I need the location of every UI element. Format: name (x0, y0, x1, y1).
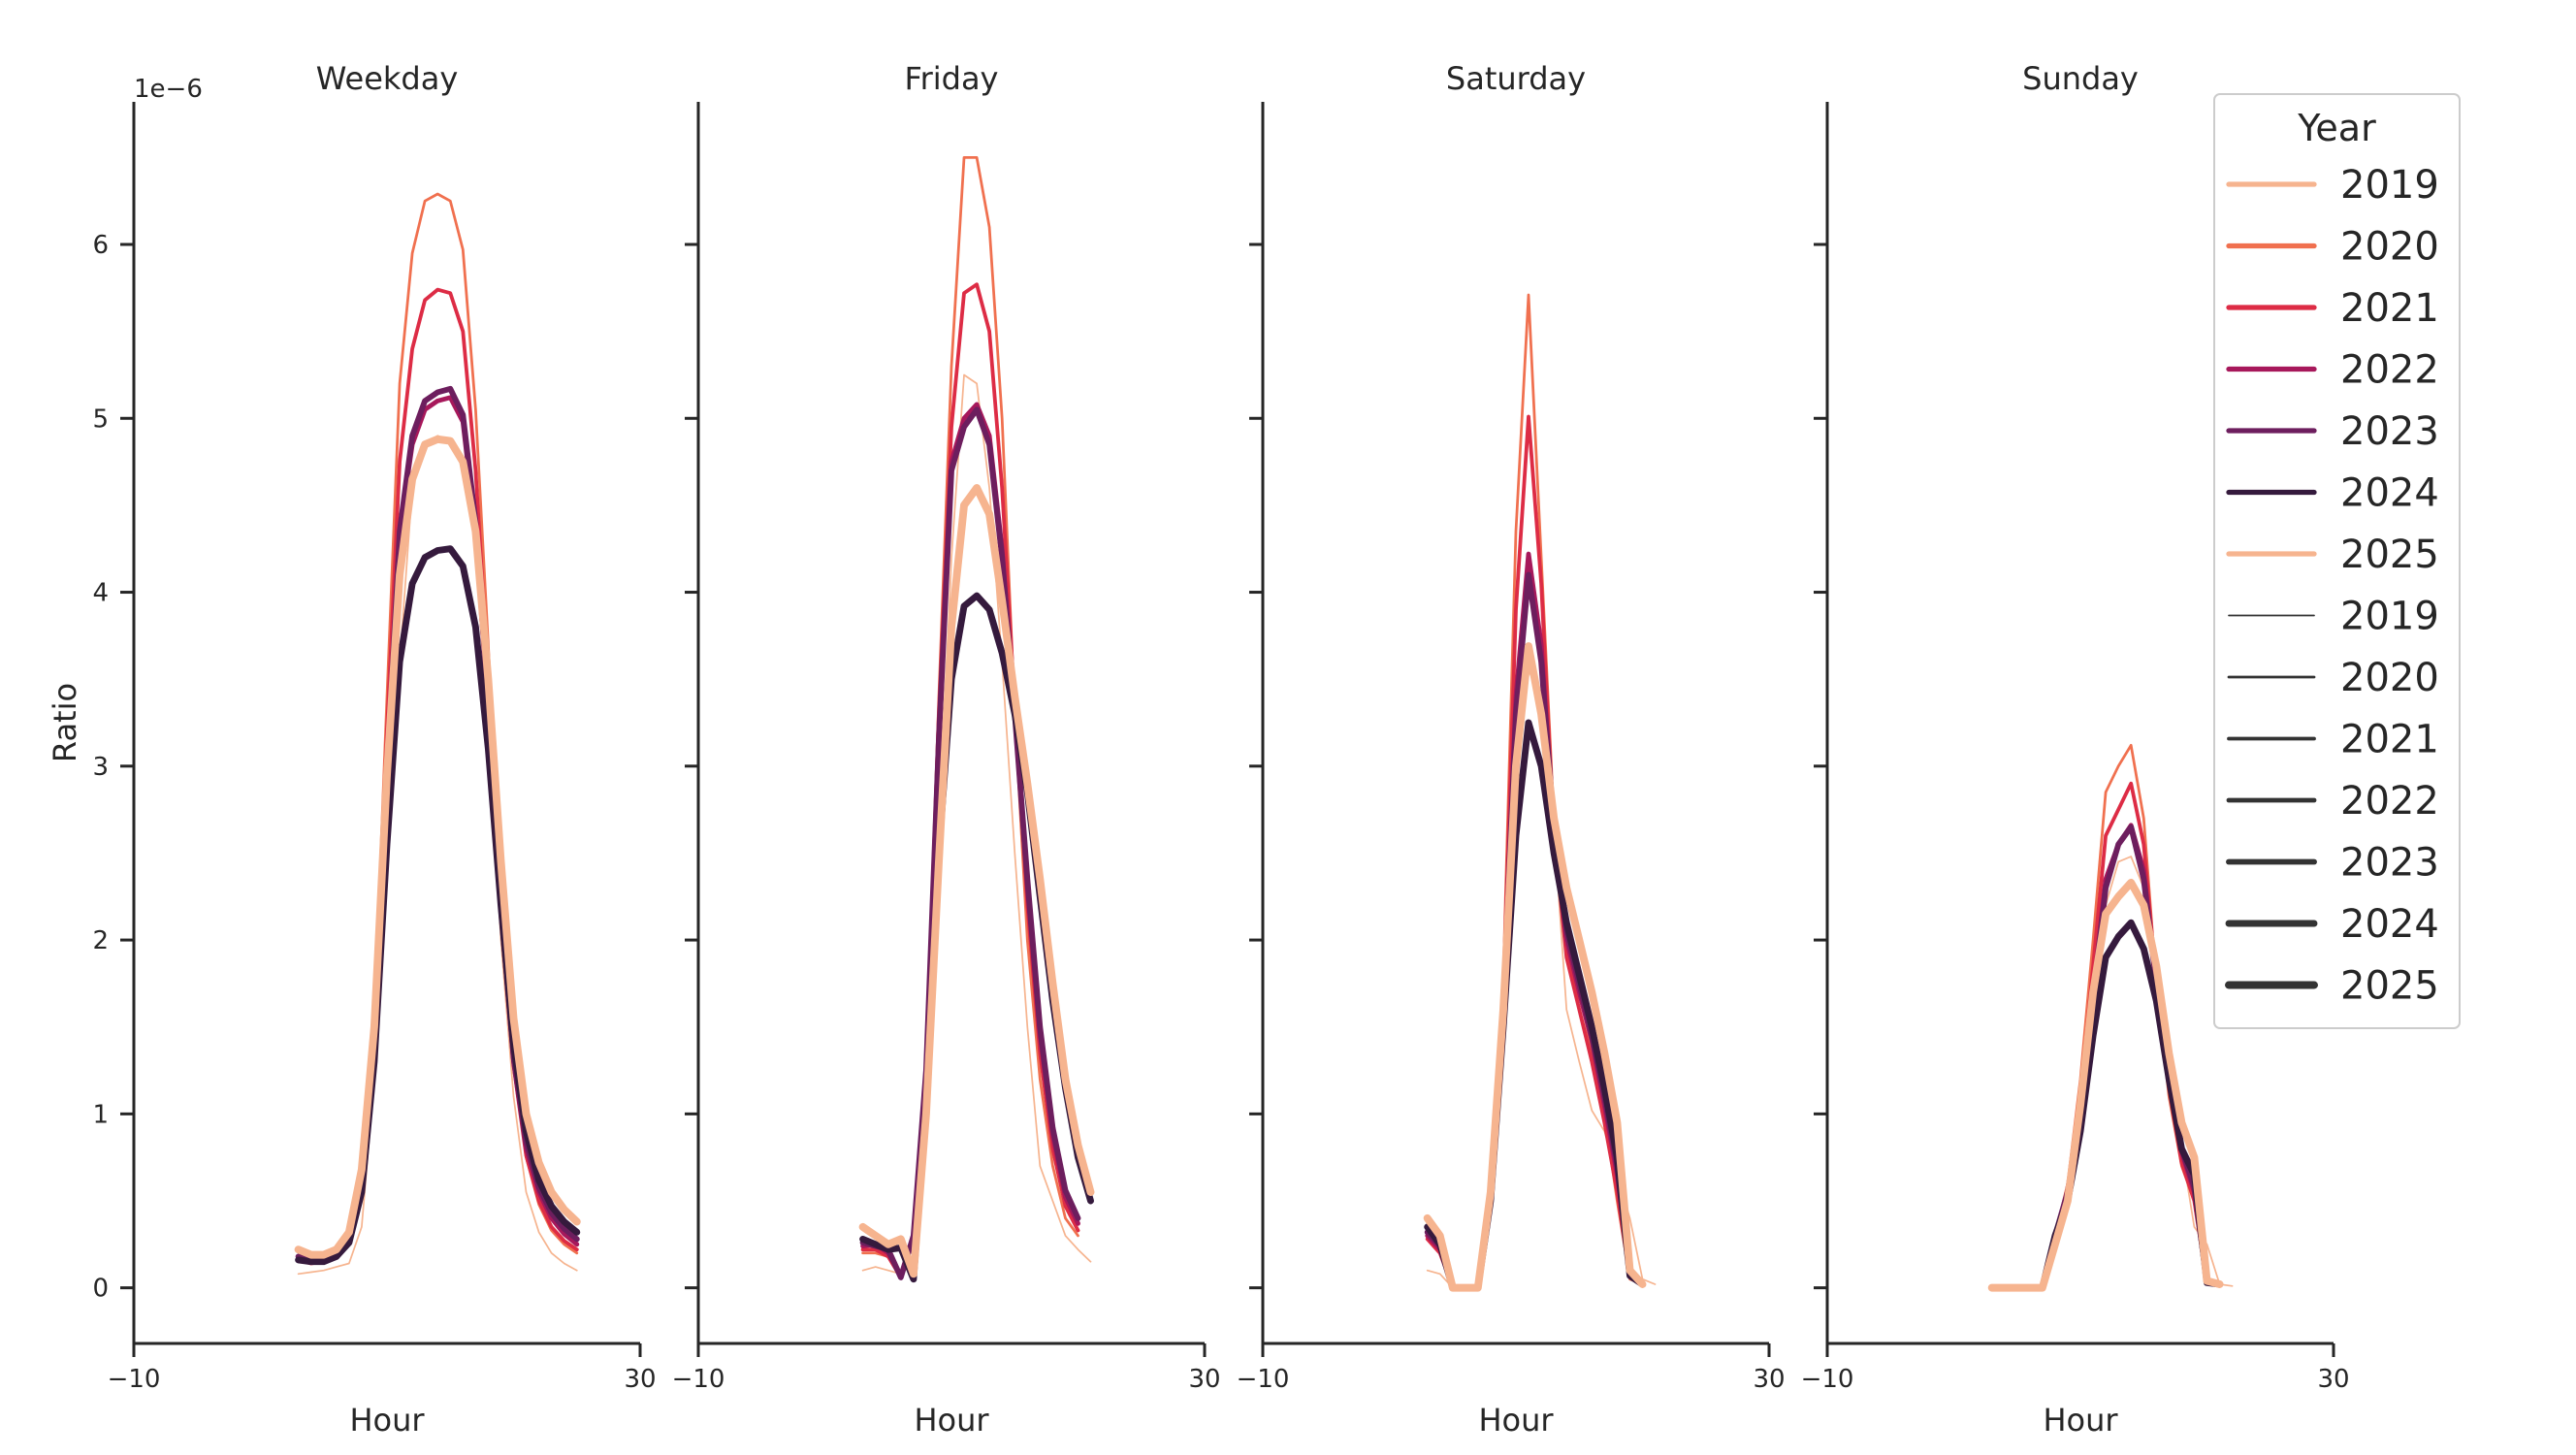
panel-title: Sunday (2022, 60, 2139, 97)
x-axis-label: Hour (2043, 1402, 2118, 1439)
series-group (1987, 743, 2234, 1292)
legend-label: 2019 (2340, 595, 2439, 639)
x-tick-label: 30 (1188, 1365, 1220, 1394)
panel-title: Friday (905, 60, 999, 97)
series-line-2021 (1425, 414, 1645, 1290)
y-tick-label: 2 (92, 926, 109, 955)
legend-item-2024: 2024 (2225, 902, 2439, 947)
y-tick-label: 0 (92, 1275, 109, 1304)
legend-item-2021: 2021 (2226, 286, 2439, 331)
series-line-2023 (1988, 824, 2223, 1291)
series-line-2024 (1988, 919, 2224, 1292)
series-group (858, 156, 1095, 1283)
panel-weekday: Weekday 0 1 2 3 4 5 6 −10 30 Hour (92, 60, 656, 1439)
series-line-2023 (295, 385, 580, 1263)
legend-label: 2022 (2340, 779, 2439, 824)
legend-label: 2020 (2340, 225, 2439, 270)
legend-label: 2020 (2340, 656, 2439, 700)
y-tick-label: 5 (92, 404, 109, 434)
y-tick-label: 1 (92, 1100, 109, 1129)
series-line-2020 (1990, 743, 2221, 1289)
panel-friday: Friday −10 30 Hour (672, 60, 1221, 1439)
series-group (294, 192, 581, 1276)
legend-item-2023: 2023 (2226, 409, 2439, 454)
series-group (1423, 293, 1657, 1292)
series-line-2021 (860, 282, 1080, 1279)
series-line-2020 (297, 192, 579, 1265)
legend-item-2025: 2025 (2225, 964, 2439, 1009)
x-axis-label: Hour (349, 1402, 425, 1439)
x-tick-label: −10 (108, 1365, 161, 1394)
series-line-2025 (294, 435, 581, 1259)
series-line-2024 (1424, 719, 1646, 1292)
legend-label: 2025 (2340, 964, 2439, 1009)
series-line-2025 (1423, 642, 1647, 1292)
x-tick-label: −10 (1801, 1365, 1854, 1394)
y-axis-label: Ratio (47, 683, 83, 762)
legend-label: 2021 (2340, 718, 2439, 762)
panel-title: Weekday (316, 60, 459, 97)
x-tick-label: −10 (672, 1365, 725, 1394)
panel-sunday: Sunday −10 30 Hour (1801, 60, 2350, 1439)
x-axis-label: Hour (1478, 1402, 1554, 1439)
legend-label: 2024 (2340, 902, 2439, 947)
panel-title: Saturday (1446, 60, 1586, 97)
legend-label: 2023 (2340, 409, 2439, 454)
x-tick-label: 30 (624, 1365, 656, 1394)
x-tick-label: 30 (1753, 1365, 1785, 1394)
legend-item-2022: 2022 (2226, 348, 2439, 393)
legend-item-2019: 2019 (2226, 163, 2439, 208)
legend-label: 2019 (2340, 163, 2439, 208)
series-line-2023 (859, 406, 1081, 1280)
legend-item-2020: 2020 (2227, 656, 2439, 700)
legend-item-2023: 2023 (2226, 841, 2439, 886)
y-tick-label: 6 (92, 231, 109, 260)
legend-label: 2025 (2340, 533, 2439, 577)
y-tick-label: 3 (92, 753, 109, 782)
series-line-2022 (860, 402, 1080, 1278)
series-line-2025 (1987, 878, 2224, 1292)
legend-title: Year (2297, 107, 2376, 149)
legend: Year 2019 2020 2021 2022 2023 2024 2025 2019 2020… (2213, 93, 2461, 1029)
legend-item-2019: 2019 (2228, 595, 2439, 639)
legend-label: 2023 (2340, 841, 2439, 886)
y-tick-label: 4 (92, 579, 109, 608)
legend-label: 2024 (2340, 471, 2439, 516)
legend-item-2025: 2025 (2226, 533, 2439, 577)
series-line-2024 (295, 545, 581, 1266)
y-offset-text: 1e−6 (134, 75, 203, 104)
legend-item-2020: 2020 (2226, 225, 2439, 270)
panel-saturday: Saturday −10 30 Hour (1237, 60, 1786, 1439)
x-tick-label: −10 (1237, 1365, 1290, 1394)
legend-label: 2022 (2340, 348, 2439, 393)
legend-item-2021: 2021 (2227, 718, 2439, 762)
series-line-2022 (296, 395, 580, 1265)
series-line-2021 (1989, 781, 2222, 1290)
legend-item-2022: 2022 (2226, 779, 2439, 824)
series-line-2025 (858, 484, 1095, 1278)
x-axis-label: Hour (914, 1402, 989, 1439)
legend-label: 2021 (2340, 286, 2439, 331)
x-tick-label: 30 (2317, 1365, 2349, 1394)
legend-box (2213, 93, 2461, 1029)
legend-item-2024: 2024 (2226, 471, 2439, 516)
